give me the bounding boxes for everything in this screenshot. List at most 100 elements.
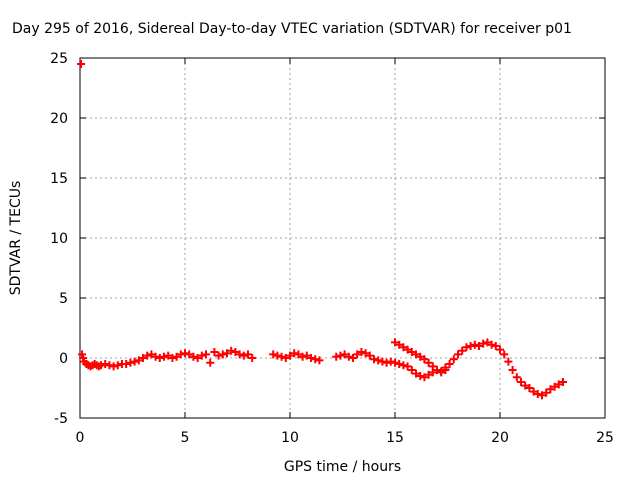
data-point [239, 351, 248, 360]
data-point [420, 355, 429, 364]
data-point [466, 342, 475, 350]
data-point [302, 351, 311, 360]
data-point [496, 345, 504, 354]
data-point [420, 373, 429, 382]
data-point [491, 342, 500, 350]
data-point [437, 368, 446, 377]
data-point [449, 355, 458, 364]
data-point [281, 354, 290, 362]
x-axis-label: GPS time / hours [284, 459, 401, 475]
data-point [181, 349, 189, 358]
data-point [428, 362, 437, 371]
data-point [349, 354, 357, 362]
data-point [193, 354, 202, 362]
data-point [382, 358, 391, 367]
data-point [559, 378, 567, 386]
data-point [248, 354, 257, 362]
data-point [399, 343, 408, 352]
data-point [412, 369, 420, 378]
data-point [294, 350, 303, 359]
y-axis-label: SDTVAR / TECUs [8, 181, 24, 296]
y-tick-label: 25 [50, 51, 68, 67]
data-point [147, 350, 156, 359]
data-point [395, 340, 404, 349]
data-point [286, 351, 294, 360]
data-point [122, 360, 131, 368]
data-point [340, 350, 349, 359]
data-point [458, 346, 467, 355]
data-point [139, 354, 147, 362]
data-point [332, 352, 341, 361]
data-point [483, 338, 492, 347]
data-point [475, 342, 483, 350]
data-point [155, 354, 164, 362]
data-point [517, 378, 525, 386]
data-point [395, 360, 404, 368]
data-point [361, 349, 370, 358]
y-tick-label: 20 [50, 111, 68, 127]
data-point [412, 350, 420, 359]
data-point [172, 352, 181, 361]
data-point [546, 385, 555, 394]
data-point [97, 361, 105, 370]
x-tick-label: 0 [76, 430, 85, 446]
data-points [77, 60, 567, 400]
data-point [298, 352, 307, 361]
data-point [197, 351, 206, 360]
data-point [454, 350, 462, 359]
axis-ticks: 0 5 10 15 20 25 -5 0 5 10 15 20 25 [50, 51, 614, 446]
data-point [407, 348, 416, 356]
data-point [525, 384, 534, 392]
data-point [130, 357, 139, 366]
data-point [500, 350, 509, 359]
data-point [202, 350, 210, 359]
chart-title: Day 295 of 2016, Sidereal Day-to-day VTE… [12, 21, 572, 37]
data-point [160, 352, 168, 361]
data-point [538, 391, 546, 400]
data-point [277, 352, 286, 361]
data-point [109, 362, 118, 371]
data-point [441, 366, 450, 374]
data-point [210, 348, 219, 356]
data-point [176, 350, 185, 359]
x-tick-label: 5 [181, 430, 190, 446]
data-point [101, 360, 110, 368]
data-point [357, 348, 366, 356]
data-point [529, 387, 538, 396]
x-tick-label: 15 [386, 430, 404, 446]
data-point [554, 380, 563, 389]
data-point [487, 340, 496, 349]
data-point [105, 361, 114, 370]
data-point [344, 352, 353, 361]
data-point [403, 362, 412, 371]
data-point [374, 356, 383, 365]
data-point [77, 60, 86, 68]
data-point [113, 361, 122, 370]
x-tick-label: 10 [281, 430, 299, 446]
data-point [416, 352, 425, 361]
data-point [407, 366, 416, 374]
data-point [168, 354, 177, 362]
y-tick-label: 10 [50, 231, 68, 247]
data-point [512, 373, 521, 382]
data-point [504, 357, 513, 366]
x-tick-label: 25 [596, 430, 614, 446]
data-point [134, 356, 143, 365]
data-point [462, 343, 471, 352]
data-point [307, 354, 315, 362]
data-point [378, 357, 387, 366]
data-point [126, 358, 135, 367]
y-tick-label: 0 [59, 351, 68, 367]
data-point [550, 382, 559, 391]
data-point [227, 346, 236, 355]
data-point [445, 360, 454, 368]
data-point [365, 351, 374, 360]
data-point [470, 340, 479, 349]
data-point [235, 350, 244, 359]
data-point [315, 356, 324, 365]
data-point [542, 388, 551, 397]
data-point [218, 350, 227, 359]
data-point [353, 350, 362, 359]
x-tick-label: 20 [491, 430, 509, 446]
data-point [223, 349, 231, 358]
